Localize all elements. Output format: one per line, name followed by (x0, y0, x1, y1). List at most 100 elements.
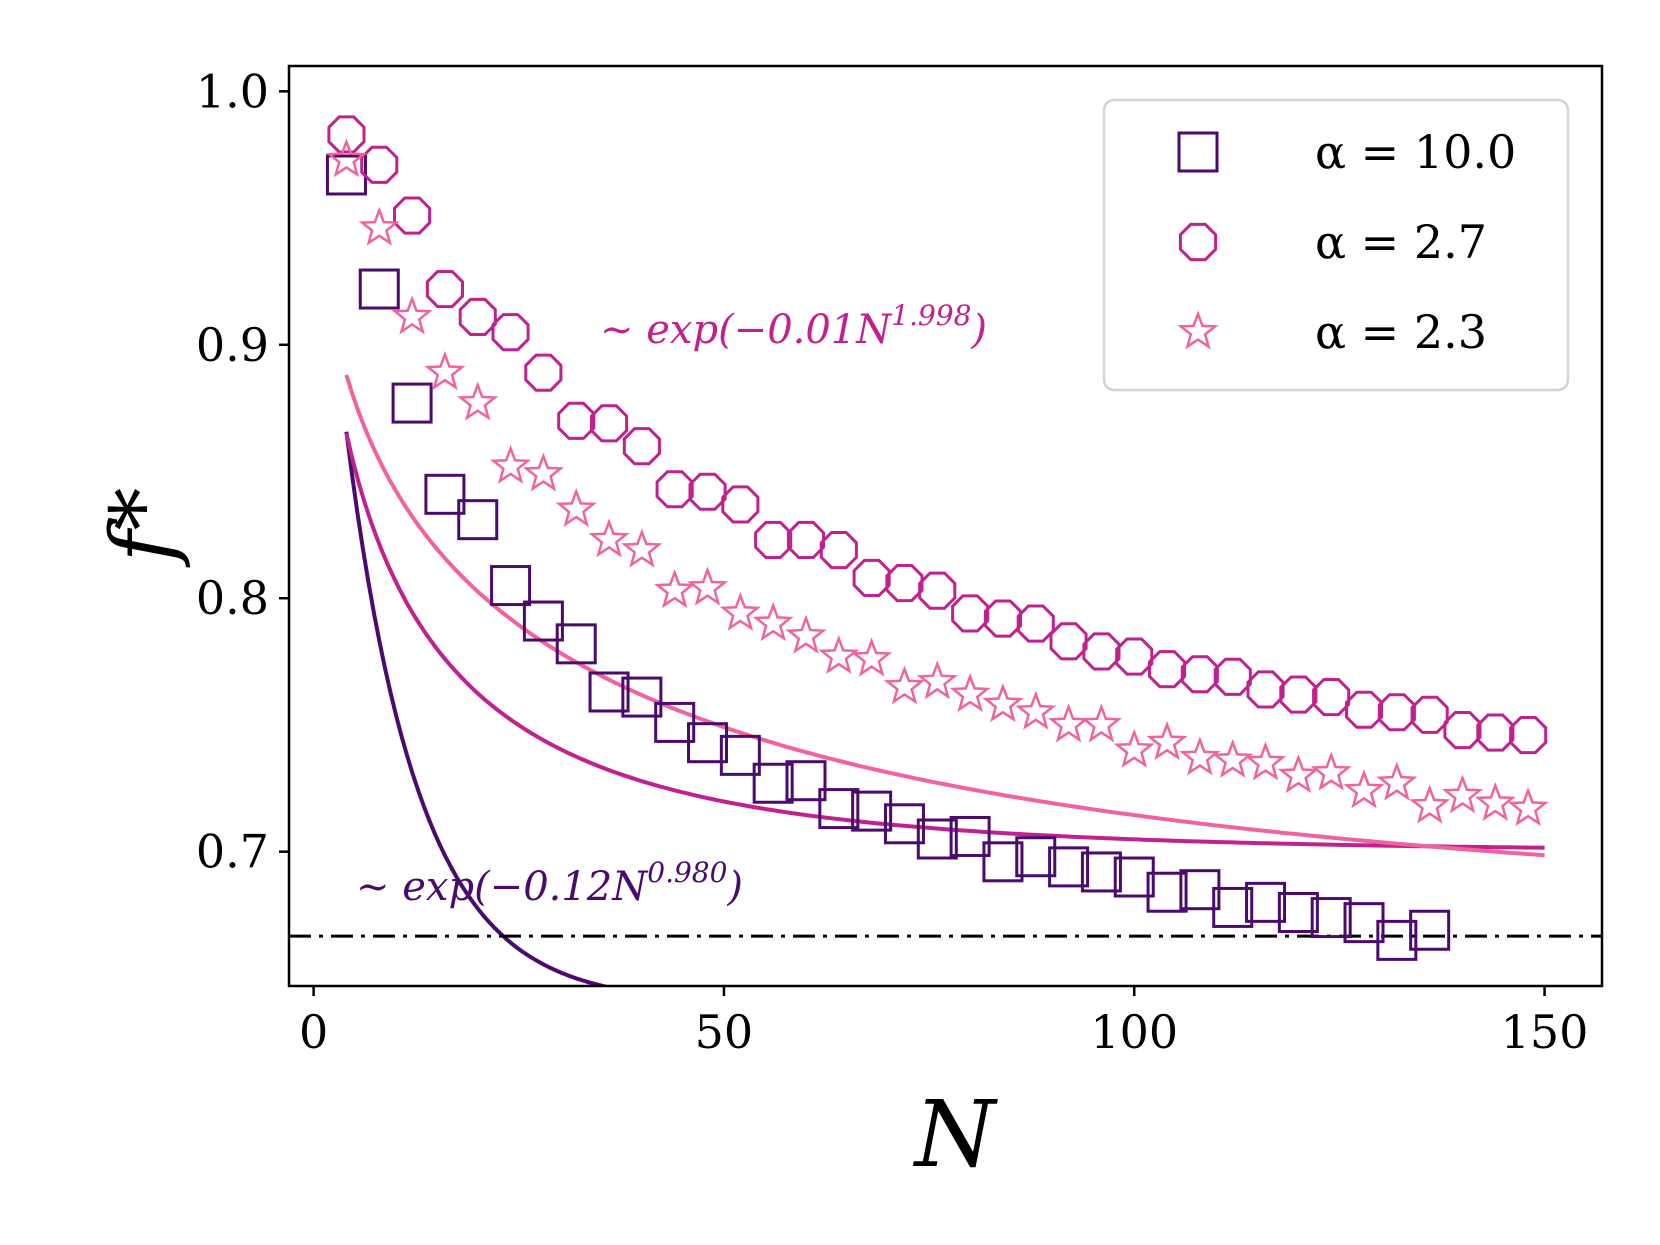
data-point-series-2 (1113, 728, 1155, 768)
legend-box (1102, 98, 1570, 392)
fit-curve-series-0 (344, 431, 613, 986)
data-point-series-1 (1115, 637, 1154, 676)
x-tick-label: 100 (1090, 1005, 1178, 1059)
fit-annotation-base: ∼ exp(−0.12N (356, 864, 649, 910)
data-point-series-0 (1080, 851, 1122, 893)
y-tick-label: 0.9 (196, 318, 269, 372)
data-point-series-1 (786, 520, 825, 559)
data-point-series-2 (522, 452, 564, 492)
data-point-series-1 (754, 520, 793, 559)
y-tick-label: 1.0 (196, 64, 269, 118)
fit-annotation-base: ∼ exp(−0.01N (600, 307, 893, 353)
data-point-series-1 (983, 599, 1022, 638)
data-point-series-2 (752, 601, 794, 642)
data-point-series-2 (1277, 754, 1319, 794)
data-point-series-0 (949, 815, 991, 857)
data-point-series-0 (687, 722, 729, 764)
data-point-series-0 (982, 841, 1024, 883)
data-point-series-1 (1312, 678, 1351, 717)
legend-marker-series-1 (1178, 222, 1218, 262)
data-markers (325, 115, 1549, 961)
data-point-series-2 (325, 138, 367, 178)
data-point-series-1 (1180, 655, 1219, 694)
x-tick-label: 50 (695, 1005, 754, 1059)
data-point-series-2 (555, 487, 597, 527)
fit-annotation-close: ) (970, 307, 987, 353)
data-point-series-2 (949, 672, 991, 712)
data-point-series-0 (883, 803, 925, 845)
data-point-series-0 (1113, 856, 1155, 898)
data-point-series-2 (457, 381, 499, 421)
data-point-series-2 (424, 351, 466, 391)
fit-annotation-close: ) (726, 864, 743, 910)
data-point-series-2 (916, 660, 958, 700)
data-point-series-0 (391, 382, 433, 424)
data-point-series-1 (655, 470, 694, 509)
data-point-series-1 (1016, 604, 1055, 643)
data-point-series-1 (1509, 716, 1548, 755)
data-point-series-2 (654, 569, 696, 609)
data-point-series-0 (325, 154, 367, 196)
data-point-series-2 (1441, 774, 1484, 814)
data-point-series-0 (818, 788, 860, 830)
data-point-series-1 (852, 558, 891, 597)
data-point-series-1 (1443, 711, 1482, 750)
data-point-series-2 (686, 566, 729, 606)
data-point-series-1 (1279, 675, 1318, 714)
data-point-series-1 (524, 353, 563, 392)
data-point-series-1 (491, 313, 530, 352)
data-point-series-2 (358, 206, 400, 246)
data-point-series-2 (391, 295, 433, 335)
legend: α = 10.0 α = 2.7 α = 2.3 (1102, 98, 1570, 392)
fit-annotation-alpha-2-7: ∼ exp(−0.01N1.998) (600, 299, 987, 353)
data-point-series-2 (1015, 690, 1057, 730)
data-point-series-2 (490, 444, 532, 484)
data-point-series-1 (458, 297, 497, 336)
data-point-series-1 (1246, 670, 1285, 709)
data-point-series-0 (588, 671, 630, 713)
data-point-series-1 (885, 564, 924, 603)
fit-annotation-alpha-10: ∼ exp(−0.12N0.980) (356, 856, 743, 910)
data-point-series-2 (1474, 781, 1516, 821)
data-point-series-0 (1015, 836, 1057, 878)
data-point-series-1 (425, 270, 464, 309)
x-axis-label: N (913, 1081, 999, 1188)
data-point-series-1 (360, 145, 399, 184)
data-point-series-1 (622, 427, 661, 466)
data-point-series-0 (1310, 897, 1352, 939)
data-point-series-2 (1048, 703, 1090, 743)
data-point-series-2 (785, 614, 827, 654)
data-point-series-2 (1245, 741, 1287, 781)
data-point-series-0 (522, 600, 564, 642)
legend-marker-series-0 (1177, 131, 1219, 173)
x-tick-label: 150 (1501, 1005, 1589, 1059)
data-point-series-2 (1179, 736, 1221, 776)
data-point-series-1 (688, 472, 727, 511)
data-point-series-1 (1082, 632, 1121, 671)
data-point-series-1 (1410, 695, 1449, 734)
data-point-series-0 (719, 734, 761, 776)
data-point-series-2 (1507, 786, 1549, 827)
data-point-series-2 (1212, 738, 1254, 778)
legend-label-series-0: α = 10.0 (1315, 125, 1516, 179)
data-point-series-2 (982, 683, 1024, 723)
data-point-series-0 (1277, 892, 1319, 934)
data-point-series-1 (951, 594, 990, 633)
data-point-series-2 (1343, 769, 1385, 809)
fit-annotation-exponent: 1.998 (891, 299, 971, 332)
data-point-series-2 (719, 591, 761, 631)
data-point-series-0 (1146, 871, 1188, 913)
data-point-series-0 (1376, 919, 1418, 961)
y-tick-label: 0.7 (196, 825, 269, 879)
data-point-series-1 (1377, 693, 1416, 732)
data-point-series-2 (883, 665, 925, 705)
y-axis-label: f* (93, 488, 193, 569)
data-point-series-1 (557, 401, 596, 440)
data-point-series-1 (590, 404, 629, 443)
data-point-series-0 (916, 818, 958, 860)
data-point-series-0 (1212, 886, 1254, 928)
data-point-series-2 (1080, 703, 1122, 743)
data-point-series-2 (851, 637, 893, 677)
y-tick-label: 0.8 (196, 571, 269, 625)
